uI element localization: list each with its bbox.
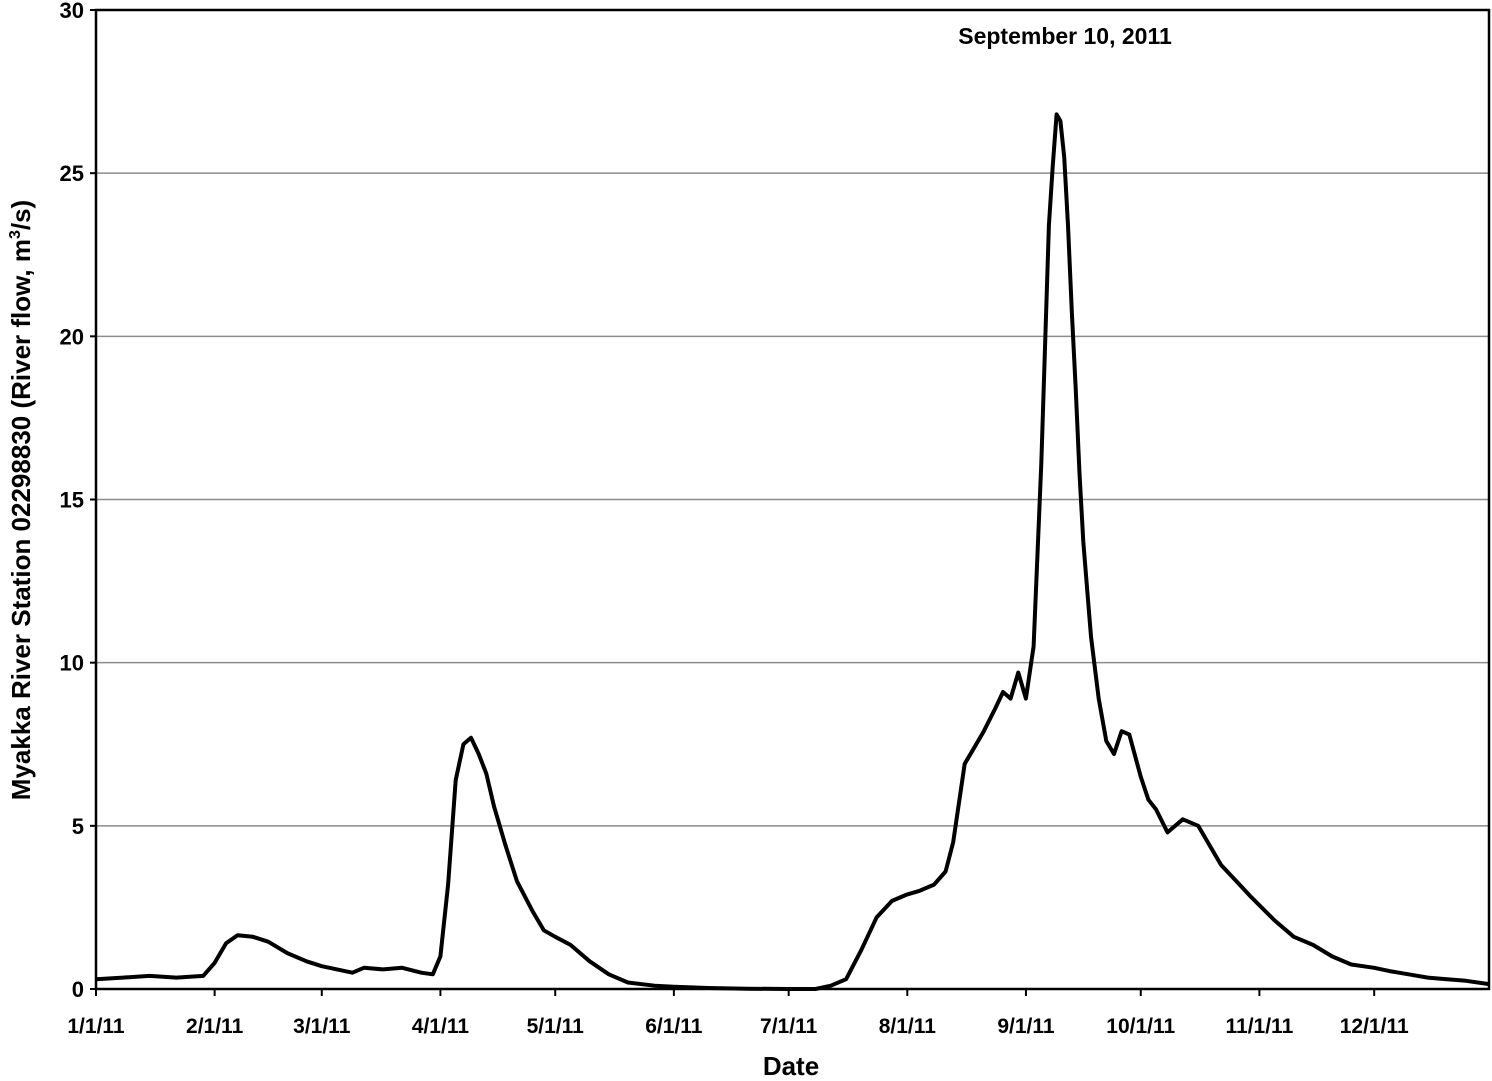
y-tick-label: 5 xyxy=(72,814,84,839)
x-tick-label: 8/1/11 xyxy=(879,1015,937,1038)
x-tick-label: 3/1/11 xyxy=(293,1015,351,1038)
gridlines xyxy=(96,172,1489,827)
x-tick-label: 12/1/11 xyxy=(1340,1015,1409,1038)
y-tick-label: 20 xyxy=(60,324,84,349)
x-axis-title: Date xyxy=(763,1051,819,1081)
y-tick-label: 10 xyxy=(60,651,84,676)
y-axis-ticks: 0 5 10 15 20 25 30 xyxy=(60,0,96,1002)
y-tick-label: 0 xyxy=(72,977,84,1002)
peak-date-annotation: September 10, 2011 xyxy=(958,23,1172,49)
x-tick-label: 2/1/11 xyxy=(186,1015,244,1038)
y-tick-label: 30 xyxy=(60,0,84,23)
x-tick-label: 7/1/11 xyxy=(760,1015,818,1038)
y-tick-label: 25 xyxy=(60,161,84,186)
x-tick-label: 9/1/11 xyxy=(997,1015,1055,1038)
y-tick-label: 15 xyxy=(60,488,84,513)
y-axis-title-main: Myakka River Station 02298830 (River flo… xyxy=(6,239,36,800)
x-tick-label: 1/1/11 xyxy=(67,1015,125,1038)
flow-series-line xyxy=(95,112,1490,991)
x-axis-ticks: 1/1/11 2/1/11 3/1/11 4/1/11 5/1/11 6/1/11 7/1/… xyxy=(67,989,1409,1038)
x-tick-label: 6/1/11 xyxy=(645,1015,703,1038)
x-tick-label: 10/1/11 xyxy=(1106,1015,1175,1038)
x-tick-label: 4/1/11 xyxy=(412,1015,470,1038)
y-axis-title-superscript: 3 xyxy=(7,230,24,239)
x-tick-label: 5/1/11 xyxy=(527,1015,585,1038)
y-axis-title-end: /s) xyxy=(6,200,36,230)
x-tick-label: 11/1/11 xyxy=(1226,1015,1294,1038)
y-axis-title: Myakka River Station 02298830 (River flo… xyxy=(6,200,36,800)
plot-area-frame xyxy=(94,8,1491,991)
